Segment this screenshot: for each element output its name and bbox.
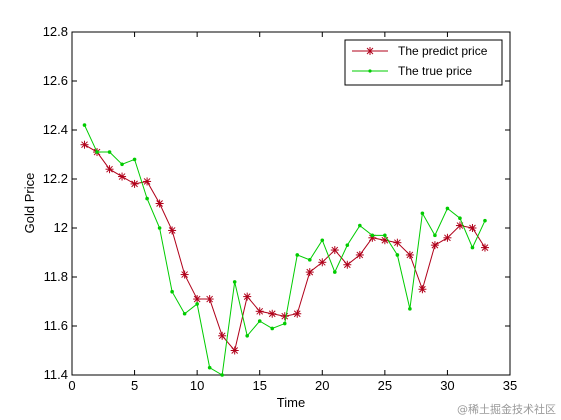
- y-tick-label: 11.8: [44, 269, 68, 284]
- true-point-marker: [207, 365, 212, 370]
- true-point-marker: [145, 196, 149, 201]
- true-point-marker: [445, 206, 450, 211]
- legend-true-label: The true price: [398, 64, 472, 78]
- true-point-marker: [320, 238, 325, 243]
- true-point-marker: [270, 326, 275, 331]
- predict-point-marker: [293, 309, 302, 318]
- y-tick-label: 12: [54, 220, 68, 235]
- predict-point-marker: [105, 165, 114, 174]
- predict-point-marker: [480, 243, 489, 252]
- true-point-marker: [132, 157, 137, 162]
- predict-point-marker: [230, 346, 239, 355]
- predict-point-marker: [393, 238, 402, 247]
- predict-point-marker: [268, 309, 277, 318]
- true-point-marker: [358, 223, 362, 228]
- watermark: @稀土掘金技术社区: [457, 402, 556, 416]
- predict-point-marker: [243, 292, 252, 301]
- true-point-marker: [307, 258, 312, 262]
- y-tick-label: 12.6: [43, 73, 68, 88]
- y-tick-label: 12.8: [43, 24, 68, 39]
- predict-point-marker: [143, 177, 152, 186]
- true-point-marker: [182, 311, 187, 316]
- predict-point-marker: [468, 224, 477, 232]
- y-tick-label: 12.4: [43, 122, 68, 137]
- predict-point-marker: [218, 331, 227, 340]
- y-tick-label: 11.4: [44, 367, 68, 382]
- true-point-marker: [82, 123, 87, 127]
- predict-point-marker: [280, 312, 289, 321]
- plot-area: [71, 31, 511, 376]
- predict-point-marker: [168, 226, 177, 235]
- x-tick-label: 0: [68, 378, 75, 393]
- y-axis-label: Gold Price: [22, 173, 37, 234]
- true-point-marker: [107, 150, 112, 154]
- y-tick-label: 12.2: [43, 171, 68, 186]
- predict-point-marker: [330, 246, 339, 255]
- predict-point-marker: [430, 241, 439, 250]
- predict-point-marker: [118, 172, 127, 181]
- predict-point-marker: [405, 250, 414, 259]
- series-layer: [80, 123, 489, 377]
- predict-point-marker: [443, 233, 452, 242]
- true-point-marker: [257, 319, 262, 323]
- legend-box: [344, 39, 503, 86]
- predict-point-marker: [193, 295, 202, 304]
- true-point-marker: [395, 253, 400, 257]
- true-point-marker: [157, 226, 162, 230]
- x-tick-label: 25: [378, 378, 392, 393]
- true-point-marker: [345, 243, 350, 247]
- true-point-marker: [408, 307, 412, 311]
- predict-point-marker: [155, 199, 164, 208]
- predict-point-marker: [255, 307, 264, 316]
- true-point-marker: [333, 270, 337, 274]
- x-tick-label: 35: [503, 378, 517, 393]
- x-axis-ticks: 0 5 10 15 20 25 30 35: [68, 32, 517, 393]
- x-axis-label: Time: [277, 395, 305, 410]
- legend-true-marker: [368, 69, 372, 73]
- legend-predict-label: The predict price: [398, 44, 488, 58]
- predict-point-marker: [130, 179, 139, 188]
- x-tick-label: 10: [190, 378, 204, 393]
- true-point-marker: [458, 216, 462, 220]
- true-point-marker: [470, 245, 475, 250]
- predict-point-marker: [355, 250, 364, 259]
- true-point-marker: [420, 211, 425, 216]
- true-point-marker: [282, 321, 287, 326]
- true-point-marker: [433, 233, 437, 238]
- y-axis-ticks: 11.4 11.6 11.8 12 12.2 12.4 12.6 12.8: [43, 24, 510, 382]
- true-point-marker: [483, 218, 487, 223]
- true-point-marker: [120, 162, 124, 167]
- predict-point-marker: [180, 270, 189, 279]
- predict-point-marker: [343, 260, 352, 269]
- x-tick-label: 20: [315, 378, 329, 393]
- predict-point-marker: [80, 140, 89, 149]
- predict-point-marker: [205, 295, 214, 304]
- predict-point-marker: [418, 285, 427, 294]
- legend-predict-marker: [366, 47, 374, 55]
- true-point-marker: [383, 233, 387, 238]
- true-point-marker: [170, 289, 174, 294]
- true-point-marker: [295, 253, 300, 257]
- predict-point-marker: [318, 258, 327, 267]
- true-point-marker: [245, 334, 249, 338]
- true-point-marker: [232, 280, 237, 284]
- x-tick-label: 5: [131, 378, 138, 393]
- true-point-marker: [370, 233, 375, 238]
- x-tick-label: 15: [252, 378, 266, 393]
- predict-point-marker: [305, 268, 314, 277]
- x-tick-label: 30: [440, 378, 454, 393]
- true-point-marker: [95, 150, 99, 154]
- legend: The predict price The true price: [344, 39, 503, 86]
- y-tick-label: 11.6: [44, 318, 68, 333]
- true-point-marker: [195, 302, 199, 306]
- true-point-marker: [220, 373, 224, 377]
